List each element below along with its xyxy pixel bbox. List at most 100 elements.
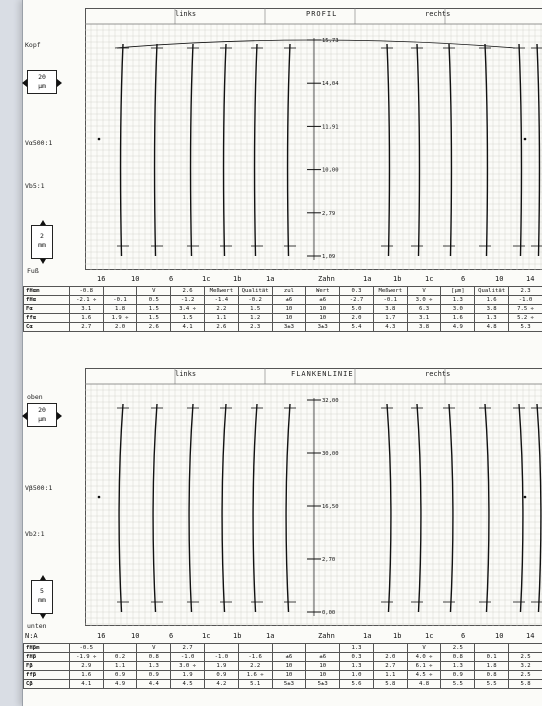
table-cell: 4.1 — [68, 679, 104, 689]
table-row: fHα -2.1 ÷ -0.1 0.5 -1.2 -1.4 -0.2 ±6 ±6 -2.7 -0.1… — [23, 295, 542, 305]
table-cell: -1.0 — [508, 295, 542, 305]
table-cell: 10 — [305, 313, 341, 323]
flank-title: FLANKENLINIE — [291, 370, 354, 378]
flank-height-unit: mm — [38, 596, 46, 604]
tooth-trace — [536, 43, 541, 257]
table-cell: 2.7 — [372, 661, 408, 671]
tooth-trace — [416, 403, 422, 613]
marker-label: 2,70 — [322, 557, 335, 563]
table-cell: -2.7 — [339, 295, 374, 305]
tooth-number: 10 — [495, 632, 504, 640]
profile-tooth-row: 16 10 6 1c 1b 1a Zahn 1a 1b 1c 6 10 14 — [85, 275, 542, 285]
table-cell: 1.0 — [339, 670, 374, 680]
table-cell: 3.2 — [508, 661, 542, 671]
tooth-number: 1c — [202, 275, 211, 283]
table-cell — [474, 643, 510, 653]
table-cell: 3.1 — [68, 304, 104, 314]
profile-title: PROFIL — [306, 10, 338, 18]
table-cell: ±6 — [271, 652, 307, 662]
table-cell: 4.8 — [406, 679, 442, 689]
table-cell — [203, 643, 239, 653]
table-cell: 1.6 — [68, 670, 104, 680]
table-cell: 2.5 — [440, 643, 476, 653]
profile-side-right: rechts — [425, 10, 451, 18]
table-cell: 4.4 — [136, 679, 172, 689]
tooth-trace — [386, 403, 392, 613]
table-header-row: fHαm -0.8 V 2.6 Meßwert Qualität zul Wer… — [23, 286, 542, 296]
table-cell: 3.0 ÷ — [406, 295, 442, 305]
arrow-up-icon — [40, 575, 46, 580]
tooth-trace — [536, 403, 542, 613]
table-cell: 10 — [305, 670, 341, 680]
profile-height-box: 2 mm — [31, 220, 53, 264]
profile-scale-value: 20 — [38, 73, 46, 81]
table-cell: 2.2 — [203, 304, 239, 314]
table-row: fHβ -1.9 ÷ 0.2 0.8 -1.0 -1.0 -1.6 ±6 ±6 0.3 2.0 4.0… — [23, 652, 542, 662]
marker-label: 11,91 — [322, 124, 339, 130]
table-cell: 5.8 — [508, 679, 542, 689]
tooth-number: 10 — [131, 275, 140, 283]
tooth-trace — [416, 43, 421, 257]
tooth-trace — [252, 403, 258, 613]
table-cell: 5.8 — [372, 679, 408, 689]
table-cell: -0.1 — [102, 295, 138, 305]
flank-tooth-row: N:A 16 10 6 1c 1b 1a Zahn 1a 1b 1c 6 10 … — [23, 632, 542, 642]
tooth-number: 1c — [425, 632, 434, 640]
tooth-trace — [253, 43, 258, 257]
table-cell: 0.1 — [474, 652, 510, 662]
table-cell: 1.3 — [136, 661, 172, 671]
table-cell: 10 — [271, 304, 307, 314]
table-cell: ±6 — [271, 295, 307, 305]
table-cell: 0.8 — [136, 652, 172, 662]
tooth-number: 1a — [266, 275, 275, 283]
marker-label: 10,00 — [322, 168, 339, 174]
table-cell: 2.2 — [237, 661, 273, 671]
table-cell: 0.8 — [474, 670, 510, 680]
table-cell: 5±3 — [271, 679, 307, 689]
tooth-number: 14 — [526, 632, 535, 640]
table-cell: 2.7 — [170, 643, 205, 653]
table-cell: -0.8 — [68, 286, 104, 296]
reference-dot — [97, 495, 101, 499]
table-cell: 1.6 — [68, 313, 104, 323]
tooth-trace — [484, 43, 489, 257]
table-cell: 4.3 — [372, 322, 408, 332]
arrow-down-icon — [40, 259, 46, 264]
table-cell: 3.8 — [474, 304, 510, 314]
table-cell: 1.3 — [440, 295, 476, 305]
tooth-number: 1b — [393, 275, 402, 283]
table-cell: 4.1 — [170, 322, 205, 332]
flank-height-value: 5 — [40, 587, 44, 595]
table-cell: 5.0 — [339, 304, 374, 314]
table-cell: 1.7 — [372, 313, 408, 323]
tooth-trace — [188, 403, 194, 613]
table-cell: 5.3 — [508, 322, 542, 332]
table-cell: 4.9 — [102, 679, 138, 689]
tooth-trace — [285, 403, 291, 613]
profile-side-left: links — [175, 10, 197, 18]
table-cell: Qualität — [474, 286, 510, 296]
tooth-trace — [119, 43, 124, 257]
table-cell: 1.1 — [102, 661, 138, 671]
marker-label: 16,50 — [322, 504, 339, 510]
table-cell: 10 — [271, 313, 307, 323]
table-cell — [372, 643, 408, 653]
table-cell: -1.6 — [237, 652, 273, 662]
tooth-number: 1c — [202, 632, 211, 640]
tooth-number: 10 — [131, 632, 140, 640]
tooth-number: 6 — [169, 275, 174, 283]
flank-side-right: rechts — [425, 370, 451, 378]
table-cell: V — [136, 643, 172, 653]
table-cell: 0.9 — [203, 670, 239, 680]
table-cell: 2.5 — [508, 652, 542, 662]
tooth-number: 1b — [233, 632, 242, 640]
reference-dot — [523, 495, 527, 499]
table-cell: 0.9 — [102, 670, 138, 680]
table-cell: 4.0 ÷ — [406, 652, 442, 662]
table-cell: 2.0 — [102, 322, 138, 332]
table-header-row: fHβm -0.5 V 2.7 1.3 V 2.5 — [23, 643, 542, 653]
table-cell: 1.8 — [102, 304, 138, 314]
table-cell: 1.3 — [440, 661, 476, 671]
table-cell: 2.9 — [68, 661, 104, 671]
row-label: Cβ — [23, 679, 70, 689]
